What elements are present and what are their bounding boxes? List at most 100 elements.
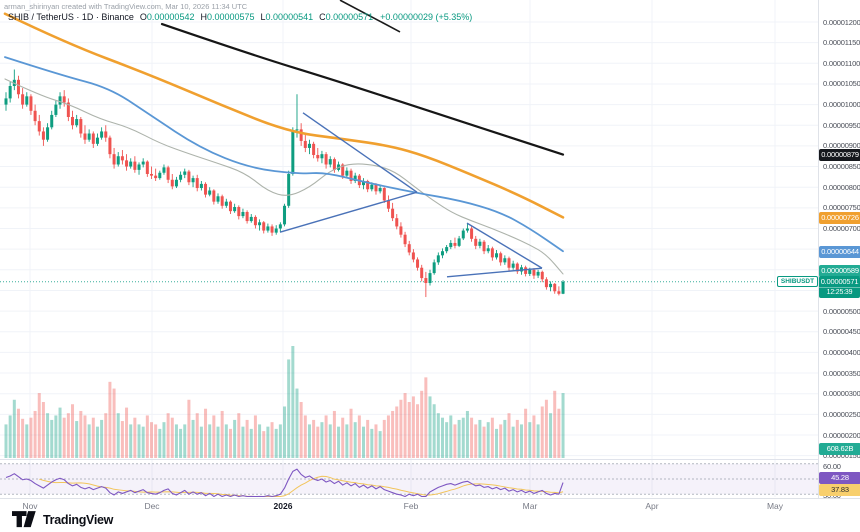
candle-body — [16, 79, 20, 95]
candle-body — [170, 179, 174, 187]
time-axis-month-label: Dec — [144, 501, 160, 511]
volume-bar — [453, 424, 457, 458]
change-value: +0.00000029 (+5.35%) — [380, 12, 473, 22]
candle-body — [79, 119, 83, 134]
chart-canvas[interactable] — [0, 0, 818, 498]
volume-bar — [474, 424, 478, 458]
candle-body — [312, 143, 316, 155]
volume-bar — [50, 419, 54, 458]
volume-bar — [29, 417, 33, 458]
ohlc-open-label: O — [139, 12, 147, 22]
candle-body — [299, 129, 303, 141]
candle-body — [245, 211, 249, 222]
volume-bar — [536, 424, 540, 458]
candle-body — [37, 121, 41, 132]
candle-body — [274, 228, 278, 233]
volume-bar — [166, 413, 170, 458]
volume-bar — [278, 424, 282, 458]
volume-bar — [108, 381, 112, 458]
volume-bar — [46, 413, 50, 458]
volume-bar — [490, 417, 494, 458]
symbol-marker-chip: SHIBUSDT — [777, 276, 818, 287]
candle-body — [445, 247, 449, 252]
price-axis-label: 0.00000700 — [823, 224, 860, 233]
volume-bar — [191, 419, 195, 458]
volume-bar — [511, 426, 515, 458]
volume-bar — [403, 393, 407, 458]
candle-body — [486, 248, 490, 252]
candle-body — [345, 170, 349, 176]
volume-bar — [515, 419, 519, 458]
ohlc-low-label: L — [260, 12, 266, 22]
volume-bar — [33, 410, 37, 458]
tradingview-logo[interactable]: TradingView — [12, 511, 113, 528]
volume-bar — [424, 377, 428, 458]
candle-body — [341, 164, 345, 176]
candle-body — [374, 184, 378, 192]
time-axis-month-label: Feb — [403, 501, 419, 511]
volume-bar — [324, 415, 328, 458]
volume-bar — [187, 399, 191, 458]
candle-body — [83, 133, 87, 140]
candle-body — [195, 178, 199, 189]
price-axis-label: 0.00000150 — [823, 451, 860, 461]
volume-bar — [486, 422, 490, 458]
volume-bar — [16, 408, 20, 458]
volume-bar — [71, 404, 75, 458]
candle-body — [515, 263, 519, 272]
volume-bar — [519, 424, 523, 458]
candle-body — [95, 137, 99, 144]
volume-bar — [337, 426, 341, 458]
time-axis-year-label: 2026 — [273, 501, 293, 511]
volume-bar — [544, 399, 548, 458]
candle-body — [237, 207, 241, 217]
candle-body — [528, 269, 532, 274]
candle-body — [249, 216, 253, 222]
candle-body — [66, 102, 70, 117]
sma-200-price-badge: 0.00000879 — [819, 148, 860, 161]
volume-bar — [561, 393, 565, 458]
volume-bar — [328, 424, 332, 458]
candle-body — [316, 154, 320, 159]
triangle-2-support — [446, 267, 543, 278]
volume-bar — [149, 422, 153, 458]
ohlc-open-value: 0.00000542 — [146, 12, 195, 22]
candle-body — [158, 172, 162, 179]
candle-body — [470, 228, 474, 239]
candle-body — [54, 104, 58, 115]
candle-body — [449, 242, 453, 248]
candle-body — [524, 267, 528, 274]
volume-bar — [253, 415, 257, 458]
candle-body — [391, 208, 395, 219]
price-axis-label: 0.00000950 — [823, 120, 860, 130]
volume-bar — [183, 424, 187, 458]
volume-bar — [25, 424, 29, 458]
candle-body — [204, 183, 208, 195]
price-axis-label: 0.00000900 — [823, 141, 860, 151]
volume-bar — [4, 424, 8, 458]
volume-bar — [482, 426, 486, 458]
volume-bar — [158, 428, 162, 458]
candle-body — [270, 226, 274, 233]
ohlc-close-label: C — [319, 12, 326, 22]
candle-body — [295, 129, 299, 131]
volume-bar — [270, 422, 274, 458]
volume-bar — [66, 413, 70, 458]
candle-body — [87, 133, 91, 140]
volume-bar — [216, 426, 220, 458]
volume-bar — [162, 422, 166, 458]
price-axis[interactable]: 0.00001200 0.00001150 0.00001100 0.00001050… — [818, 0, 860, 500]
volume-bar — [432, 404, 436, 458]
tradingview-logo-text: TradingView — [43, 512, 114, 527]
volume-bar — [220, 410, 224, 458]
volume-bar — [241, 426, 245, 458]
volume-bar — [262, 431, 266, 458]
volume-bar — [249, 428, 253, 458]
volume-bar — [62, 417, 66, 458]
volume-bar — [553, 390, 557, 458]
candle-body — [416, 259, 420, 268]
candle-body — [29, 96, 33, 111]
volume-bar — [540, 406, 544, 458]
time-axis[interactable]: Nov Dec 2026 Feb Mar Apr May — [0, 498, 860, 513]
price-axis-label: 0.00000400 — [823, 347, 860, 357]
